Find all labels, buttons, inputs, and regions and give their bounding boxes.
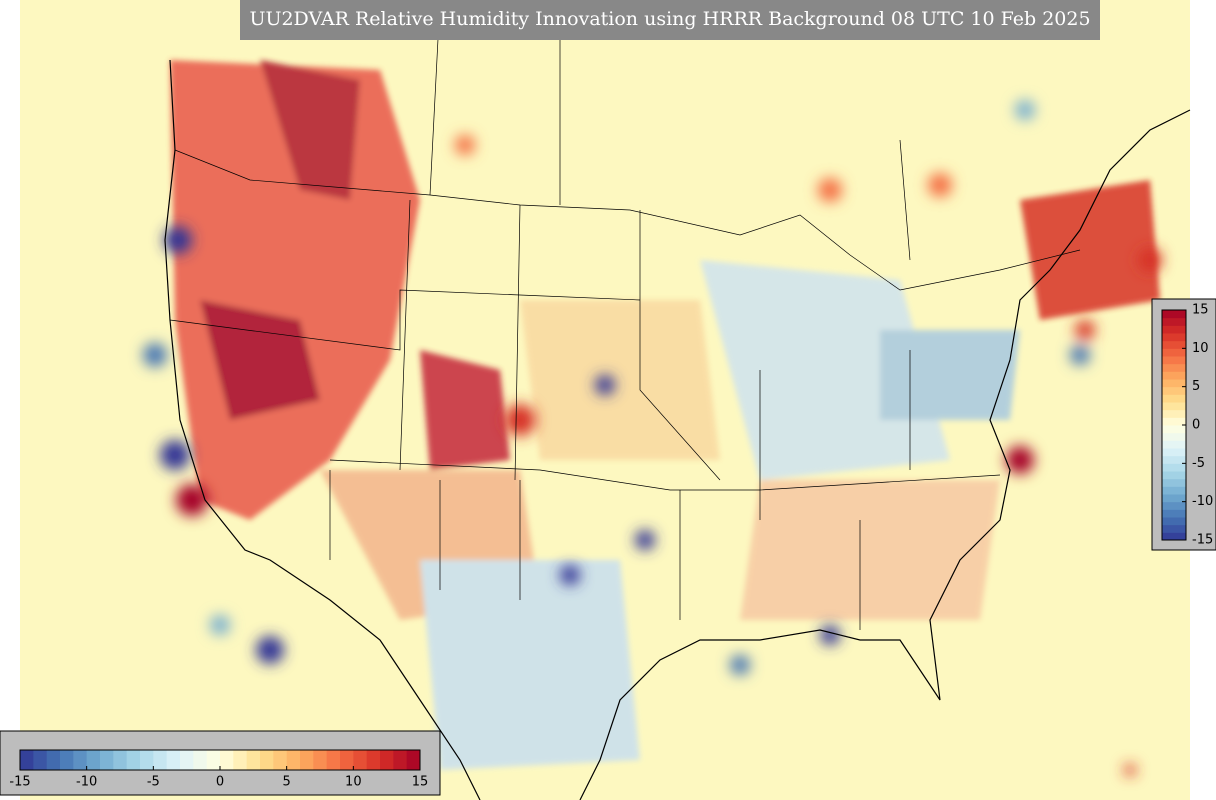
colorbar-segment — [313, 750, 328, 770]
colorbar-tick-label: -10 — [76, 775, 97, 790]
colorbar-segment — [1162, 325, 1186, 334]
colorbar-tick-label: -10 — [1192, 494, 1213, 509]
colorbar-segment — [1162, 409, 1186, 418]
colorbar-tick-label: -15 — [9, 775, 30, 790]
colorbar-tick-label: 15 — [412, 775, 429, 790]
colorbar-segment — [1162, 333, 1186, 342]
colorbar-tick-label: 10 — [1192, 341, 1209, 356]
colorbar-segment — [126, 750, 141, 770]
colorbar-segment — [33, 750, 48, 770]
colorbar-segment — [60, 750, 74, 770]
colorbar-segment — [1162, 524, 1186, 533]
colorbar-segment — [393, 750, 408, 770]
colorbar-segment — [1162, 394, 1186, 403]
colorbar-segment — [46, 750, 61, 770]
colorbar-segment — [1162, 363, 1186, 372]
colorbar-segment — [153, 750, 168, 770]
colorbar-segment — [180, 750, 194, 770]
colorbar-segment — [1162, 486, 1186, 495]
colorbar-segment — [273, 750, 288, 770]
colorbar-segment — [1162, 471, 1186, 480]
colorbar-segment — [1162, 310, 1186, 319]
colorbar-horizontal: -15 -10 -5 0 5 10 15 — [9, 749, 429, 790]
colorbar-segment — [1162, 509, 1186, 518]
colorbar-vertical: -15 -10 -5 0 5 10 15 — [1161, 303, 1213, 548]
colorbar-tick-label: 15 — [1192, 303, 1209, 318]
colorbar-tick-label: 0 — [216, 775, 224, 790]
colorbar-segment — [1162, 348, 1186, 357]
colorbar-segment — [20, 750, 34, 770]
colorbar-tick-label: 5 — [1192, 379, 1200, 394]
colorbar-segment — [300, 750, 314, 770]
colorbar-segment — [233, 750, 248, 770]
map-field — [20, 0, 1191, 800]
colorbar-segment — [1162, 440, 1186, 449]
colorbar-segment — [286, 750, 301, 770]
colorbar-tick-label: -5 — [1192, 456, 1205, 471]
colorbar-segment — [1162, 317, 1186, 326]
colorbar-segment — [1162, 371, 1186, 380]
colorbar-segment — [193, 750, 208, 770]
colorbar-segment — [1162, 494, 1186, 503]
colorbar-segment — [406, 750, 421, 770]
colorbar-segment — [326, 750, 341, 770]
colorbar-segment — [366, 750, 381, 770]
colorbar-tick-label: -5 — [147, 775, 160, 790]
colorbar-tick-label: 10 — [345, 775, 362, 790]
colorbar-segment — [166, 750, 181, 770]
colorbar-segment — [1162, 478, 1186, 487]
colorbar-segment — [1162, 517, 1186, 526]
colorbar-segment — [1162, 386, 1186, 395]
colorbar-segment — [1162, 532, 1186, 541]
colorbar-tick-label: 0 — [1192, 418, 1200, 433]
colorbar-segment — [100, 750, 114, 770]
colorbar-segment — [1162, 501, 1186, 510]
colorbar-segment — [1162, 356, 1186, 365]
colorbar-segment — [340, 750, 354, 770]
colorbar-segment — [206, 750, 221, 770]
colorbar-segment — [260, 750, 274, 770]
colorbar-segment — [1162, 455, 1186, 464]
colorbar-segment — [1162, 340, 1186, 349]
colorbar-segment — [380, 750, 394, 770]
colorbar-segment — [1162, 425, 1186, 434]
colorbar-segment — [1162, 432, 1186, 441]
title-box — [240, 0, 1100, 40]
colorbar-segment — [140, 750, 154, 770]
colorbar-segment — [1162, 463, 1186, 472]
colorbar-segment — [353, 750, 368, 770]
colorbar-segment — [73, 750, 88, 770]
colorbar-segment — [220, 750, 234, 770]
colorbar-segment — [246, 750, 261, 770]
colorbar-segment — [1162, 379, 1186, 388]
colorbar-tick-label: -15 — [1192, 533, 1213, 548]
map-title: UU2DVAR Relative Humidity Innovation usi… — [249, 8, 1090, 30]
colorbar-tick-label: 5 — [283, 775, 291, 790]
colorbar-segment — [1162, 448, 1186, 457]
colorbar-segment — [1162, 402, 1186, 411]
colorbar-segment — [113, 750, 128, 770]
colorbar-segment — [86, 750, 101, 770]
colorbar-segment — [1162, 417, 1186, 426]
